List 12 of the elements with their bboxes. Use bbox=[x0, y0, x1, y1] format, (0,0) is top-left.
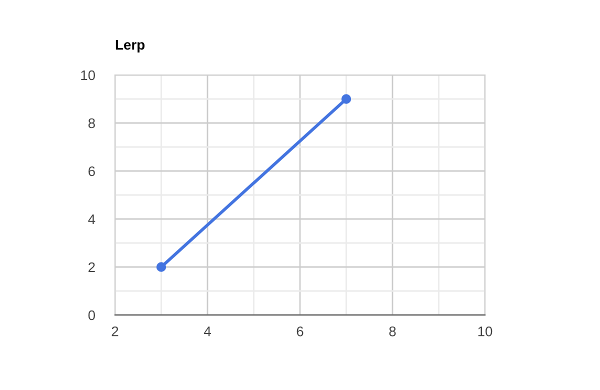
y-tick-label: 6 bbox=[88, 166, 95, 176]
y-tick-label: 2 bbox=[88, 262, 95, 272]
x-tick-label: 10 bbox=[478, 326, 492, 336]
y-tick-label: 10 bbox=[81, 70, 96, 80]
x-tick-label: 6 bbox=[296, 326, 304, 336]
x-tick-label: 8 bbox=[389, 326, 396, 336]
y-tick-label: 4 bbox=[88, 214, 96, 224]
x-tick-label: 4 bbox=[204, 326, 211, 336]
chart-title: Lerp bbox=[116, 40, 145, 52]
y-tick-label: 8 bbox=[88, 118, 95, 128]
x-tick-label: 2 bbox=[112, 326, 118, 336]
y-tick-label: 0 bbox=[88, 310, 96, 320]
